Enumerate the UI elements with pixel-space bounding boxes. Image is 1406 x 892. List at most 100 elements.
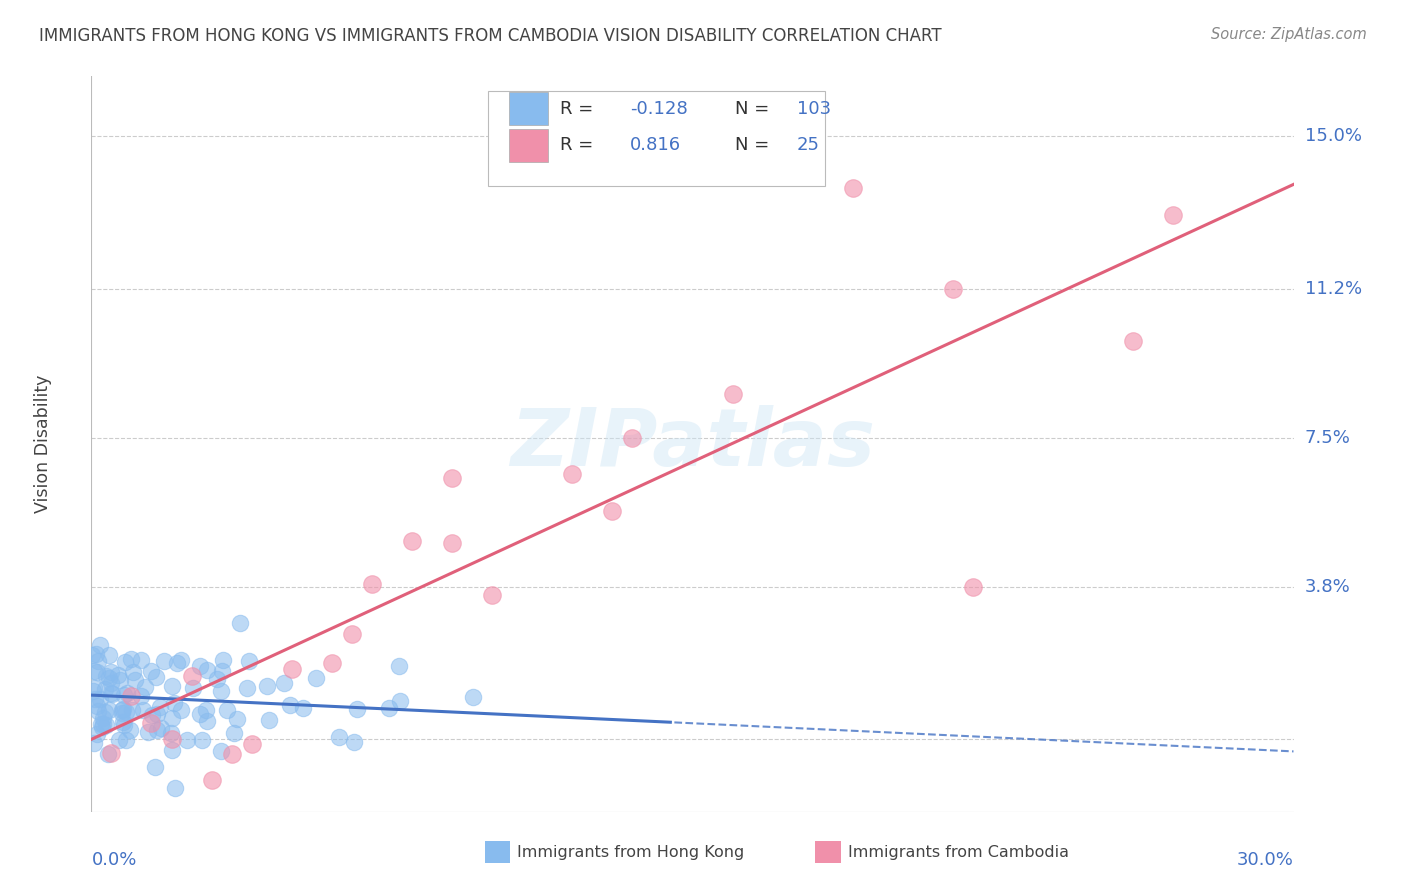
- Text: R =: R =: [560, 136, 593, 154]
- Point: [181, 681, 204, 695]
- Point: [229, 616, 252, 631]
- Point: [292, 701, 315, 715]
- Point: [561, 467, 583, 481]
- Point: [209, 744, 232, 758]
- Point: [115, 732, 138, 747]
- Point: [87, 654, 110, 668]
- Text: 3.8%: 3.8%: [1305, 577, 1350, 596]
- Point: [83, 681, 105, 696]
- Point: [141, 665, 163, 679]
- Point: [80, 648, 103, 663]
- Point: [377, 700, 399, 714]
- Text: 103: 103: [797, 100, 831, 118]
- FancyBboxPatch shape: [509, 128, 548, 162]
- Point: [131, 702, 153, 716]
- Text: R =: R =: [560, 100, 593, 118]
- Point: [389, 694, 412, 708]
- Point: [163, 780, 186, 795]
- Point: [86, 699, 108, 714]
- Point: [145, 670, 167, 684]
- Text: -0.128: -0.128: [630, 100, 688, 118]
- Point: [278, 698, 301, 712]
- Point: [83, 664, 105, 678]
- Point: [136, 725, 159, 739]
- Point: [153, 654, 176, 668]
- Point: [86, 727, 108, 741]
- FancyBboxPatch shape: [509, 92, 548, 125]
- Point: [224, 726, 246, 740]
- Point: [238, 654, 260, 668]
- Point: [98, 703, 121, 717]
- Point: [112, 714, 135, 729]
- FancyBboxPatch shape: [488, 90, 825, 186]
- Point: [94, 705, 117, 719]
- Point: [124, 673, 146, 687]
- Text: Immigrants from Cambodia: Immigrants from Cambodia: [848, 846, 1069, 860]
- Point: [89, 638, 111, 652]
- Point: [100, 665, 122, 679]
- Point: [150, 721, 173, 735]
- Point: [170, 653, 193, 667]
- Text: 11.2%: 11.2%: [1305, 280, 1362, 298]
- Point: [160, 711, 183, 725]
- Point: [98, 648, 121, 663]
- Text: IMMIGRANTS FROM HONG KONG VS IMMIGRANTS FROM CAMBODIA VISION DISABILITY CORRELAT: IMMIGRANTS FROM HONG KONG VS IMMIGRANTS …: [39, 27, 942, 45]
- Point: [215, 703, 238, 717]
- Point: [160, 731, 183, 746]
- Point: [87, 704, 110, 718]
- Point: [440, 471, 463, 485]
- Text: N =: N =: [734, 100, 769, 118]
- Point: [82, 684, 104, 698]
- Point: [115, 706, 138, 720]
- Point: [93, 681, 115, 696]
- Point: [100, 676, 122, 690]
- Point: [121, 665, 143, 679]
- Text: N =: N =: [734, 136, 769, 154]
- Point: [197, 714, 219, 728]
- Point: [346, 702, 368, 716]
- Point: [163, 696, 186, 710]
- Point: [100, 746, 122, 760]
- Point: [160, 743, 183, 757]
- Text: Immigrants from Hong Kong: Immigrants from Hong Kong: [517, 846, 745, 860]
- Point: [360, 577, 382, 591]
- Point: [120, 652, 142, 666]
- Point: [602, 503, 624, 517]
- Point: [121, 703, 143, 717]
- Text: 15.0%: 15.0%: [1305, 128, 1361, 145]
- Point: [176, 733, 198, 747]
- Point: [112, 688, 135, 702]
- Point: [201, 772, 224, 787]
- Point: [212, 652, 235, 666]
- Point: [226, 712, 249, 726]
- Point: [141, 715, 163, 730]
- Point: [236, 681, 259, 695]
- Point: [134, 680, 156, 694]
- Point: [388, 659, 411, 673]
- Point: [195, 663, 218, 677]
- Point: [90, 717, 112, 731]
- Point: [463, 690, 485, 704]
- Point: [89, 692, 111, 706]
- Point: [209, 683, 232, 698]
- Point: [83, 736, 105, 750]
- Point: [321, 656, 343, 670]
- Point: [221, 747, 243, 761]
- Point: [129, 653, 152, 667]
- Point: [107, 668, 129, 682]
- Point: [328, 731, 350, 745]
- Point: [98, 671, 121, 685]
- Point: [111, 703, 134, 717]
- Point: [96, 718, 118, 732]
- Point: [305, 672, 328, 686]
- Text: 0.0%: 0.0%: [91, 851, 136, 869]
- Text: 30.0%: 30.0%: [1237, 851, 1294, 869]
- Point: [188, 659, 211, 673]
- Point: [84, 692, 107, 706]
- Point: [91, 716, 114, 731]
- Text: 0.816: 0.816: [630, 136, 681, 154]
- Point: [340, 626, 363, 640]
- Point: [481, 588, 503, 602]
- Point: [1163, 208, 1185, 222]
- Point: [121, 690, 143, 704]
